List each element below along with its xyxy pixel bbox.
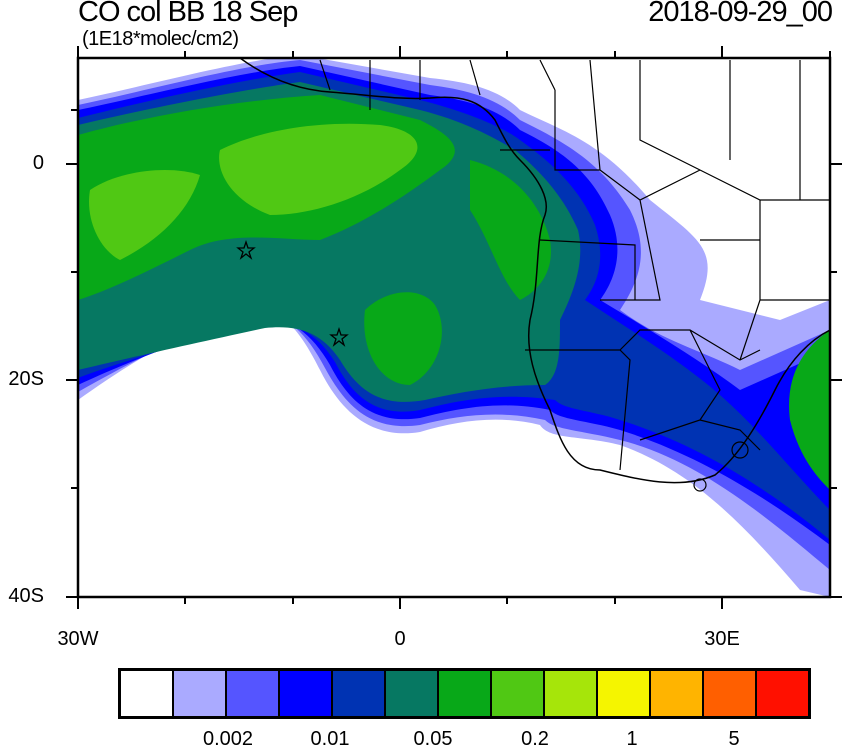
colorbar-box-9 — [596, 671, 649, 716]
colorbar-label: 0.002 — [202, 728, 254, 750]
date-label: 2018-09-29_00 — [648, 0, 833, 28]
lat-label-20s: 20S — [8, 368, 44, 390]
plume-0.2-a — [219, 123, 418, 215]
colorbar-label: 0.01 — [310, 728, 350, 750]
axis-ticks — [66, 46, 842, 609]
country-borders — [319, 59, 830, 471]
lon-label-30e: 30E — [704, 628, 740, 650]
colorbar-box-7 — [490, 671, 543, 716]
africa-coastline — [239, 58, 830, 484]
units-label: (1E18*molec/cm2) — [82, 28, 239, 50]
lat-label-40s: 40S — [8, 585, 44, 607]
colorbar-label: 5 — [728, 728, 740, 750]
star-marker-2 — [329, 326, 349, 347]
colorbar-box-11 — [702, 671, 755, 716]
map-frame — [76, 56, 832, 599]
colorbar-box-0 — [121, 671, 172, 716]
colorbar — [118, 668, 811, 719]
colorbar-box-4 — [331, 671, 384, 716]
colorbar-label: 1 — [626, 728, 638, 750]
lon-label-30w: 30W — [57, 628, 99, 650]
lon-label-0: 0 — [394, 628, 406, 650]
colorbar-box-2 — [225, 671, 278, 716]
star-marker-1 — [236, 239, 256, 260]
colorbar-box-12 — [755, 671, 808, 716]
colorbar-box-10 — [649, 671, 702, 716]
plume-0.2-b — [89, 170, 200, 260]
colorbar-box-1 — [172, 671, 225, 716]
lat-label-0: 0 — [32, 152, 44, 174]
plume-0.1-b — [470, 160, 551, 300]
plume-east — [789, 330, 830, 490]
colorbar-box-5 — [384, 671, 437, 716]
colorbar-box-6 — [437, 671, 490, 716]
plume-0.1-c — [364, 292, 442, 385]
colorbar-label: 0.05 — [413, 728, 453, 750]
map-title: CO col BB 18 Sep — [78, 0, 298, 28]
colorbar-label: 0.2 — [521, 728, 549, 750]
colorbar-box-3 — [278, 671, 331, 716]
colorbar-box-8 — [543, 671, 596, 716]
